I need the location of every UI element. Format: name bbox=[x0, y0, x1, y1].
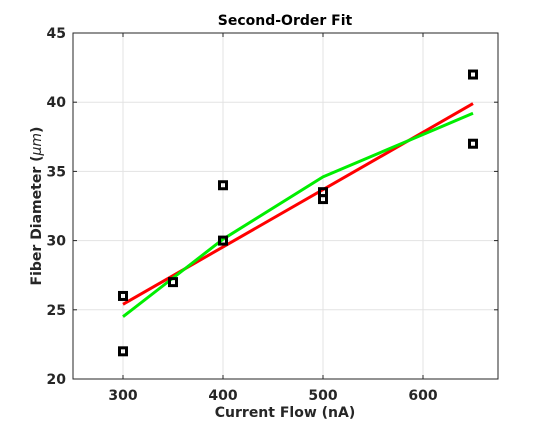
x-tick-label: 600 bbox=[408, 388, 437, 404]
y-tick-label: 25 bbox=[47, 303, 66, 319]
x-tick-label: 500 bbox=[308, 388, 337, 404]
y-tick-label: 30 bbox=[47, 234, 67, 250]
y-tick-label: 20 bbox=[47, 372, 67, 388]
y-axis-label-close: ) bbox=[29, 127, 45, 133]
y-tick-label: 40 bbox=[47, 95, 67, 111]
y-axis-label-main: Fiber Diameter ( bbox=[29, 155, 45, 285]
y-tick-label: 45 bbox=[47, 26, 66, 42]
data-point bbox=[168, 277, 178, 288]
data-point bbox=[218, 235, 228, 246]
data-point bbox=[218, 180, 228, 191]
x-tick-label: 400 bbox=[208, 388, 237, 404]
plot-frame bbox=[72, 32, 499, 380]
data-point bbox=[118, 346, 128, 357]
axis-ticks: 300 400 500 600 20 25 30 35 40 45 bbox=[47, 26, 498, 404]
grid-lines bbox=[73, 32, 498, 380]
data-point bbox=[318, 194, 328, 205]
x-axis-label: Current Flow (nA) bbox=[215, 405, 355, 421]
data-point bbox=[468, 138, 478, 149]
y-axis-label-unit: μm bbox=[29, 133, 45, 157]
fit-line-2 bbox=[122, 111, 474, 318]
plot-series bbox=[118, 69, 478, 357]
data-point bbox=[118, 290, 128, 301]
y-axis-label: Fiber Diameter (μm) bbox=[29, 127, 45, 286]
data-point bbox=[468, 69, 478, 80]
x-tick-label: 300 bbox=[108, 388, 137, 404]
chart-title: Second-Order Fit bbox=[218, 13, 353, 29]
y-tick-label: 35 bbox=[47, 164, 66, 180]
